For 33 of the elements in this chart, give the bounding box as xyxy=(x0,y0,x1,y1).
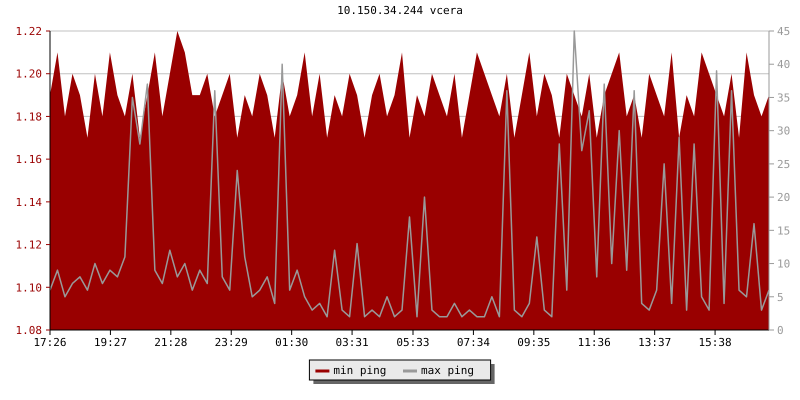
x-tick-label: 01:30 xyxy=(275,336,308,349)
y2-tick-label: 5 xyxy=(777,290,784,304)
x-tick-label: 21:28 xyxy=(154,336,188,349)
y-tick-label: 1.22 xyxy=(16,25,42,38)
y-tick-label: 1.10 xyxy=(16,281,42,294)
y2-tick-label: 15 xyxy=(777,224,790,238)
x-tick-label: 17:26 xyxy=(33,336,67,349)
x-tick-label: 11:36 xyxy=(578,336,611,349)
x-tick-label: 07:34 xyxy=(456,336,490,349)
y2-tick-label: 30 xyxy=(777,124,790,138)
y-tick-label: 1.14 xyxy=(16,196,42,209)
y-tick-label: 1.12 xyxy=(16,238,42,252)
y2-tick-label: 45 xyxy=(777,25,790,38)
x-tick-label: 15:38 xyxy=(698,336,732,349)
y2-tick-label: 10 xyxy=(777,258,790,271)
y-tick-label: 1.08 xyxy=(16,324,42,337)
y2-tick-label: 35 xyxy=(777,91,790,104)
y2-tick-label: 40 xyxy=(777,58,790,72)
y2-tick-label: 20 xyxy=(777,191,790,204)
y2-tick-label: 0 xyxy=(777,324,784,337)
x-tick-label: 23:29 xyxy=(214,336,248,349)
x-tick-label: 13:37 xyxy=(638,336,672,349)
legend-label: min ping xyxy=(333,364,386,377)
y2-tick-label: 25 xyxy=(777,158,790,171)
x-tick-label: 03:31 xyxy=(336,336,369,349)
legend-label: max ping xyxy=(421,364,474,377)
y-tick-label: 1.16 xyxy=(16,153,42,166)
y-tick-label: 1.18 xyxy=(16,110,42,124)
y-tick-label: 1.20 xyxy=(16,68,42,81)
x-tick-label: 05:33 xyxy=(396,336,430,349)
chart-title: 10.150.34.244 vcera xyxy=(337,4,463,17)
x-tick-label: 19:27 xyxy=(94,336,127,349)
x-tick-label: 09:35 xyxy=(517,336,550,349)
